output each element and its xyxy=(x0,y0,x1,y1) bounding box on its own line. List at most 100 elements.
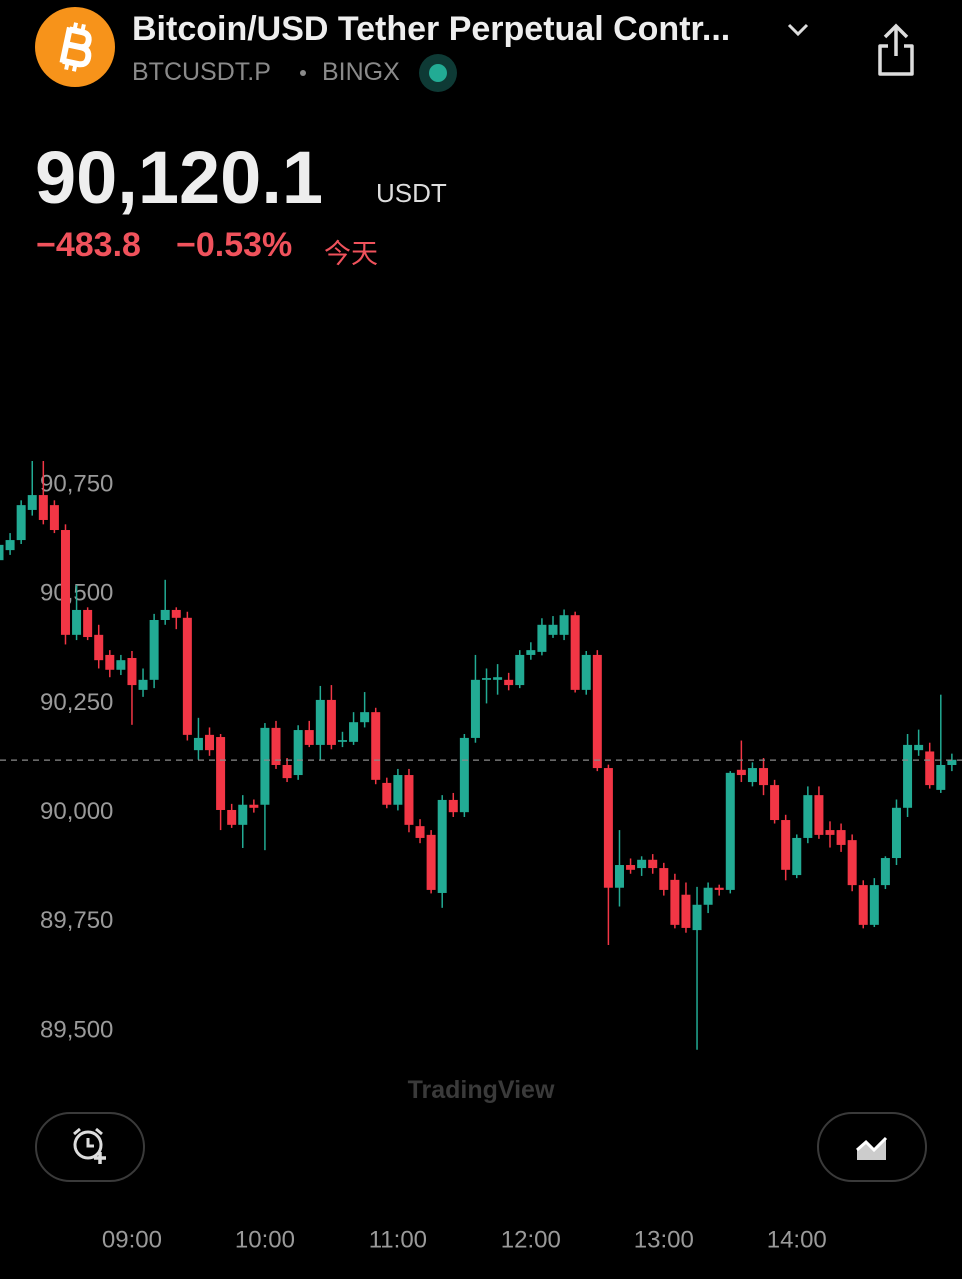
status-dot xyxy=(419,54,457,92)
candle-body xyxy=(216,737,226,810)
candle-body xyxy=(293,730,303,776)
candle-body xyxy=(880,858,890,886)
price-change: −483.8 xyxy=(36,226,141,264)
candle-body xyxy=(482,678,492,680)
candle-body xyxy=(304,730,314,745)
x-tick-label: 13:00 xyxy=(634,1226,694,1253)
candle-body xyxy=(249,804,259,808)
candle-body xyxy=(570,615,580,690)
candle-body xyxy=(393,775,403,805)
candle-body xyxy=(869,885,879,925)
symbol-title[interactable]: Bitcoin/USD Tether Perpetual Contr... xyxy=(132,10,731,48)
candle-body xyxy=(659,868,669,890)
candle-body xyxy=(404,775,414,825)
candle-body xyxy=(349,722,359,742)
candle-body xyxy=(947,759,957,765)
candle-body xyxy=(94,634,104,661)
y-tick-label: 90,750 xyxy=(40,470,113,497)
candle-body xyxy=(182,617,192,735)
candle-body xyxy=(60,530,70,635)
share-button[interactable] xyxy=(872,22,920,78)
candle-body xyxy=(736,769,746,776)
candle-body xyxy=(847,840,857,886)
candle-body xyxy=(470,679,480,738)
candle-body xyxy=(626,865,636,870)
candle-body xyxy=(592,654,602,769)
candle-body xyxy=(105,654,115,670)
candle-body xyxy=(825,830,835,835)
candle-body xyxy=(448,799,458,813)
candle-body xyxy=(614,865,624,888)
candle-body xyxy=(891,807,901,859)
candle-body xyxy=(814,795,824,835)
candle-body xyxy=(371,712,381,780)
candle-body xyxy=(160,609,170,620)
percent-change: −0.53% xyxy=(176,226,293,264)
period: 今天 xyxy=(324,239,378,269)
candle-body xyxy=(415,826,425,838)
candle-body xyxy=(770,785,780,821)
candle-body xyxy=(326,699,336,745)
candle-body xyxy=(149,619,159,680)
candle-body xyxy=(759,768,769,786)
y-tick-label: 90,250 xyxy=(40,689,113,716)
indicator-icon xyxy=(856,1136,888,1160)
candle-body xyxy=(692,904,702,931)
candle-body xyxy=(714,887,724,890)
candle-body xyxy=(836,830,846,845)
dropdown-chevron[interactable] xyxy=(786,20,810,40)
candle-body xyxy=(337,740,347,742)
x-tick-label: 14:00 xyxy=(767,1226,827,1253)
candle-body xyxy=(515,654,525,686)
x-tick-label: 11:00 xyxy=(369,1226,427,1253)
candle-body xyxy=(0,544,4,561)
watermark: TradingView xyxy=(408,1076,555,1104)
candle-body xyxy=(648,859,658,869)
candle-body xyxy=(238,804,248,825)
candle-body xyxy=(903,744,913,808)
candle-body xyxy=(426,834,436,890)
candle-body xyxy=(360,712,370,723)
coin-logo xyxy=(35,7,115,87)
x-tick-label: 12:00 xyxy=(501,1226,561,1253)
candle-body xyxy=(803,795,813,838)
candle-body xyxy=(781,820,791,870)
exchange: BINGX xyxy=(322,58,400,86)
candle-body xyxy=(537,624,547,652)
candle-body xyxy=(205,734,215,751)
candle-body xyxy=(603,768,613,888)
candle-body xyxy=(127,657,137,686)
y-tick-label: 89,750 xyxy=(40,907,113,934)
currency: USDT xyxy=(376,178,447,208)
candle-body xyxy=(5,540,15,551)
candle-body xyxy=(382,782,392,805)
y-tick-label: 90,000 xyxy=(40,798,113,825)
candle-body xyxy=(559,615,569,635)
y-tick-label: 89,500 xyxy=(40,1016,113,1043)
candle-body xyxy=(72,609,82,635)
separator-dot xyxy=(300,70,306,76)
candle-body xyxy=(548,624,558,635)
candle-body xyxy=(83,609,93,638)
candle-body xyxy=(792,837,802,876)
candle-body xyxy=(16,505,26,541)
candle-body xyxy=(437,799,447,893)
candle-body xyxy=(681,894,691,928)
candle-body xyxy=(27,495,37,510)
candle-body xyxy=(581,654,591,690)
candle-body xyxy=(49,505,59,531)
candle-body xyxy=(526,650,536,655)
candle-body xyxy=(193,737,203,751)
candle-body xyxy=(703,887,713,905)
candle-body xyxy=(670,879,680,925)
candle-body xyxy=(914,744,924,751)
x-tick-label: 10:00 xyxy=(235,1226,295,1253)
candle-body xyxy=(38,495,48,520)
candle-body xyxy=(747,768,757,783)
candle-body xyxy=(459,737,469,813)
price: 90,120.1 xyxy=(35,136,324,219)
candle-body xyxy=(260,727,270,805)
candle-body xyxy=(493,677,503,680)
